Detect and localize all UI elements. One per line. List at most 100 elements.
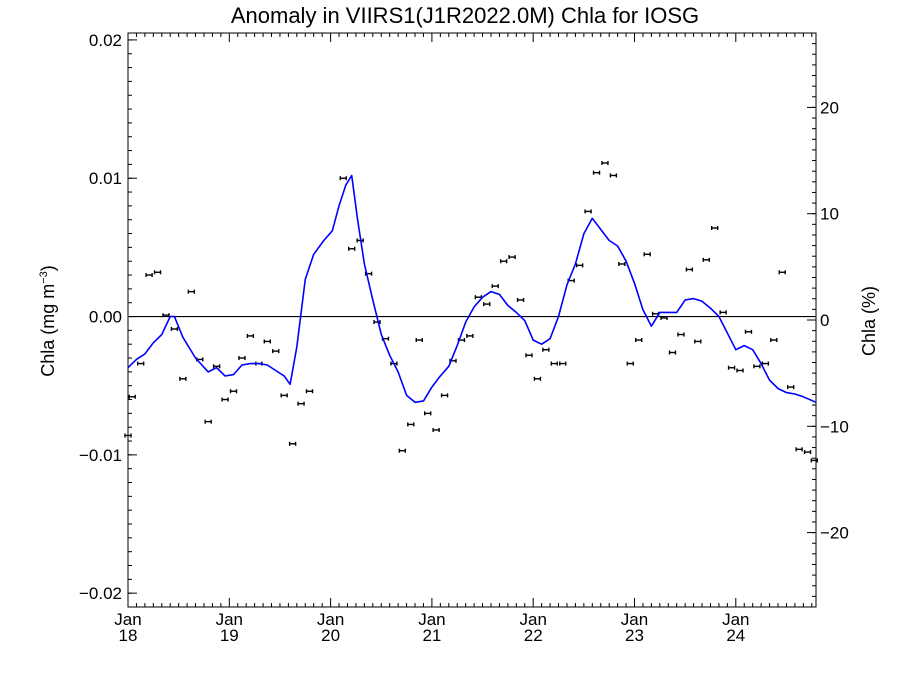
- anomaly-point: [542, 347, 550, 352]
- anomaly-point: [263, 339, 271, 344]
- x-tick-label-year: 24: [726, 626, 745, 645]
- anomaly-point: [339, 176, 347, 181]
- anomaly-point: [516, 297, 525, 302]
- plot-area: 0.020.010.00−0.01−0.0220100−10−20Jan18Ja…: [79, 31, 849, 645]
- anomaly-point: [204, 419, 212, 424]
- anomaly-point: [145, 273, 153, 278]
- x-tick-label-month: Jan: [722, 610, 749, 629]
- anomaly-point: [466, 333, 474, 338]
- anomaly-point: [710, 226, 719, 231]
- anomaly-point: [626, 361, 634, 366]
- anomaly-point: [415, 338, 423, 343]
- anomaly-point: [288, 441, 297, 446]
- anomaly-point: [719, 310, 727, 315]
- anomaly-point: [601, 161, 609, 166]
- anomaly-point: [128, 394, 136, 399]
- anomaly-point: [407, 422, 415, 427]
- anomaly-point: [153, 270, 162, 275]
- anomaly-point: [618, 261, 626, 266]
- y-axis-label-left: Chla (mg m−3): [38, 265, 58, 377]
- x-tick-label-month: Jan: [114, 610, 141, 629]
- anomaly-point: [272, 349, 280, 354]
- anomaly-point: [124, 433, 132, 438]
- anomaly-point: [423, 411, 432, 416]
- x-tick-label-year: 20: [321, 626, 340, 645]
- anomaly-point: [170, 326, 179, 331]
- anomaly-point: [592, 170, 601, 175]
- anomaly-point: [575, 263, 584, 268]
- x-tick-label-year: 18: [119, 626, 138, 645]
- anomaly-point: [229, 389, 238, 394]
- y-axis-label-right: Chla (%): [859, 286, 879, 356]
- anomaly-point: [744, 329, 753, 334]
- anomaly-point: [238, 356, 246, 361]
- x-tick-label-month: Jan: [621, 610, 648, 629]
- anomaly-point: [550, 361, 559, 366]
- anomaly-point: [584, 209, 592, 214]
- x-tick-label-year: 22: [524, 626, 543, 645]
- anomaly-point: [246, 333, 255, 338]
- anomaly-point: [736, 368, 744, 373]
- anomaly-point: [440, 393, 449, 398]
- y-axis-label-left-close: ): [38, 265, 58, 271]
- y-axis-label-left-text: Chla (mg m: [38, 284, 58, 377]
- y-axis-label-left-superscript: −3: [38, 271, 50, 284]
- anomaly-point: [702, 257, 710, 262]
- anomaly-point: [179, 376, 187, 381]
- anomaly-point: [297, 401, 305, 406]
- anomaly-point: [280, 393, 288, 398]
- anomaly-point: [305, 389, 314, 394]
- anomaly-point: [432, 427, 440, 432]
- anomaly-point: [727, 365, 736, 370]
- anomaly-point: [685, 267, 694, 272]
- y-tick-label-left: 0.00: [89, 308, 122, 327]
- anomaly-point: [499, 259, 508, 264]
- anomaly-point: [525, 353, 533, 358]
- y-tick-label-left: −0.02: [79, 584, 122, 603]
- anomaly-point: [187, 289, 196, 294]
- anomaly-point: [660, 315, 668, 320]
- anomaly-point: [559, 361, 567, 366]
- x-tick-label-year: 23: [625, 626, 644, 645]
- anomaly-point: [786, 385, 795, 390]
- anomaly-point: [761, 361, 770, 366]
- plot-frame: [127, 32, 817, 608]
- anomaly-point: [609, 173, 618, 178]
- anomaly-point: [348, 246, 356, 251]
- anomaly-point: [491, 284, 499, 289]
- anomaly-point: [753, 364, 761, 369]
- y-tick-label-left: 0.02: [89, 31, 122, 50]
- x-tick-label-month: Jan: [317, 610, 344, 629]
- x-tick-label-year: 21: [422, 626, 441, 645]
- anomaly-point: [533, 376, 542, 381]
- anomaly-point: [677, 332, 685, 337]
- anomaly-point: [162, 313, 170, 318]
- anomaly-point: [803, 450, 812, 455]
- anomaly-point: [398, 448, 407, 453]
- chart-title: Anomaly in VIIRS1(J1R2022.0M) Chla for I…: [231, 3, 699, 28]
- x-tick-label-month: Jan: [418, 610, 445, 629]
- anomaly-point: [694, 339, 702, 344]
- anomaly-point: [810, 458, 819, 463]
- anomaly-point: [635, 338, 643, 343]
- x-tick-label-month: Jan: [216, 610, 243, 629]
- x-tick-label-month: Jan: [519, 610, 546, 629]
- x-tick-label-year: 19: [220, 626, 239, 645]
- anomaly-point: [770, 338, 778, 343]
- y-tick-label-left: −0.01: [79, 446, 122, 465]
- anomaly-point: [668, 350, 677, 355]
- anomaly-point: [221, 397, 229, 402]
- anomaly-point: [643, 252, 651, 257]
- anomaly-point: [508, 255, 516, 260]
- y-tick-label-right: −10: [820, 417, 849, 436]
- y-tick-label-right: 0: [820, 311, 829, 330]
- anomaly-point: [795, 447, 803, 452]
- smoothed-anomaly-line: [127, 174, 817, 404]
- y-tick-label-right: −20: [820, 524, 849, 543]
- anomaly-point: [778, 270, 786, 275]
- y-tick-label-left: 0.01: [89, 169, 122, 188]
- anomaly-point: [483, 302, 491, 307]
- anomaly-point: [212, 364, 221, 369]
- anomaly-point: [136, 361, 145, 366]
